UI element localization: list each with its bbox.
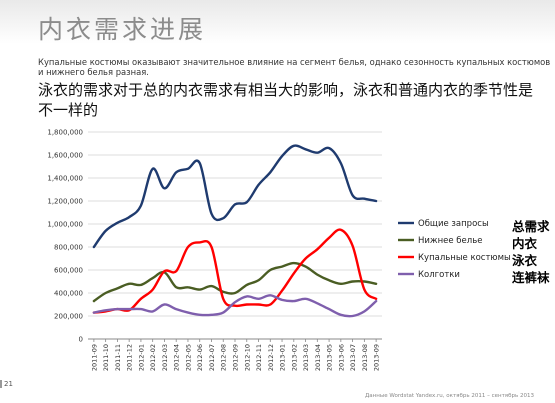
x-tick-label: 2013-03 <box>302 344 310 371</box>
y-tick-label: 1,600,000 <box>47 152 83 160</box>
x-tick-label: 2013-01 <box>279 344 287 371</box>
x-tick-label: 2012-02 <box>149 344 157 371</box>
series-line-3 <box>92 228 378 314</box>
x-tick-label: 2013-06 <box>337 344 345 371</box>
legend-label-3: Купальные костюмы <box>418 253 511 263</box>
x-tick-label: 2012-07 <box>208 344 216 371</box>
y-tick-label: 1,200,000 <box>47 198 83 206</box>
line-chart: 0 200,000 400,000 600,000 800,000 1,000,000 1,… <box>47 129 511 372</box>
chart-container: 0 200,000 400,000 600,000 800,000 1,000,000 1,… <box>0 118 555 382</box>
y-tick-label: 400,000 <box>54 290 83 298</box>
y-tick-label: 600,000 <box>54 267 83 275</box>
cn-note-swimwear: 泳衣 <box>512 253 538 268</box>
y-tick-label: 800,000 <box>54 244 83 252</box>
x-tick-label: 2013-04 <box>314 344 322 371</box>
x-tick-label: 2012-06 <box>196 344 204 371</box>
x-tick-label: 2013-08 <box>361 344 369 371</box>
x-tick-label: 2011-11 <box>114 344 122 371</box>
subtitle-russian: Купальные костюмы оказывают значительное… <box>38 57 551 77</box>
cn-note-tights: 连裤袜 <box>512 270 550 285</box>
x-tick-label: 2012-05 <box>184 344 192 371</box>
y-tick-label: 1,800,000 <box>47 129 83 137</box>
legend-label-2: Нижнее белье <box>418 236 482 246</box>
series-line-4 <box>92 294 378 318</box>
series-line-1 <box>92 144 378 249</box>
cn-note-underwear: 内衣 <box>512 236 538 251</box>
slide-title: 内衣需求进展 <box>38 15 207 44</box>
legend-label-4: Колготки <box>418 270 460 280</box>
legend-label-1: Общие запросы <box>418 219 489 229</box>
y-tick-label: 200,000 <box>54 313 83 321</box>
cn-note-total: 总需求 <box>512 219 550 234</box>
x-tick-label: 2011-10 <box>102 344 110 371</box>
x-tick-label: 2012-12 <box>267 344 275 371</box>
page-number: 21 <box>0 380 13 388</box>
x-tick-label: 2013-09 <box>373 344 381 371</box>
x-tick-label: 2012-11 <box>255 344 263 371</box>
x-tick-label: 2011-12 <box>126 344 134 371</box>
x-tick-label: 2012-09 <box>232 344 240 371</box>
x-tick-label: 2013-07 <box>349 344 357 371</box>
x-tick-label: 2011-09 <box>90 344 98 371</box>
y-tick-label: 1,400,000 <box>47 175 83 183</box>
x-tick-label: 2012-01 <box>137 344 145 371</box>
x-tick-label: 2013-02 <box>290 344 298 371</box>
chinese-legend-notes: 总需求 内衣 泳衣 连裤袜 <box>512 218 550 286</box>
x-tick-label: 2012-08 <box>220 344 228 371</box>
x-tick-label: 2012-04 <box>173 344 181 371</box>
footer-source: Данные Wordstat Yandex.ru, октябрь 2011 … <box>365 393 534 399</box>
y-tick-label: 0 <box>79 336 83 344</box>
subtitle-chinese: 泳衣的需求对于总的内衣需求有相当大的影响，泳衣和普通内衣的季节性是不一样的 <box>38 81 534 119</box>
y-tick-label: 1,000,000 <box>47 221 83 229</box>
title-bar-shade <box>0 0 555 44</box>
x-tick-label: 2013-05 <box>326 344 334 371</box>
x-tick-label: 2012-10 <box>243 344 251 371</box>
x-tick-label: 2012-03 <box>161 344 169 371</box>
series-line-2 <box>92 261 378 303</box>
